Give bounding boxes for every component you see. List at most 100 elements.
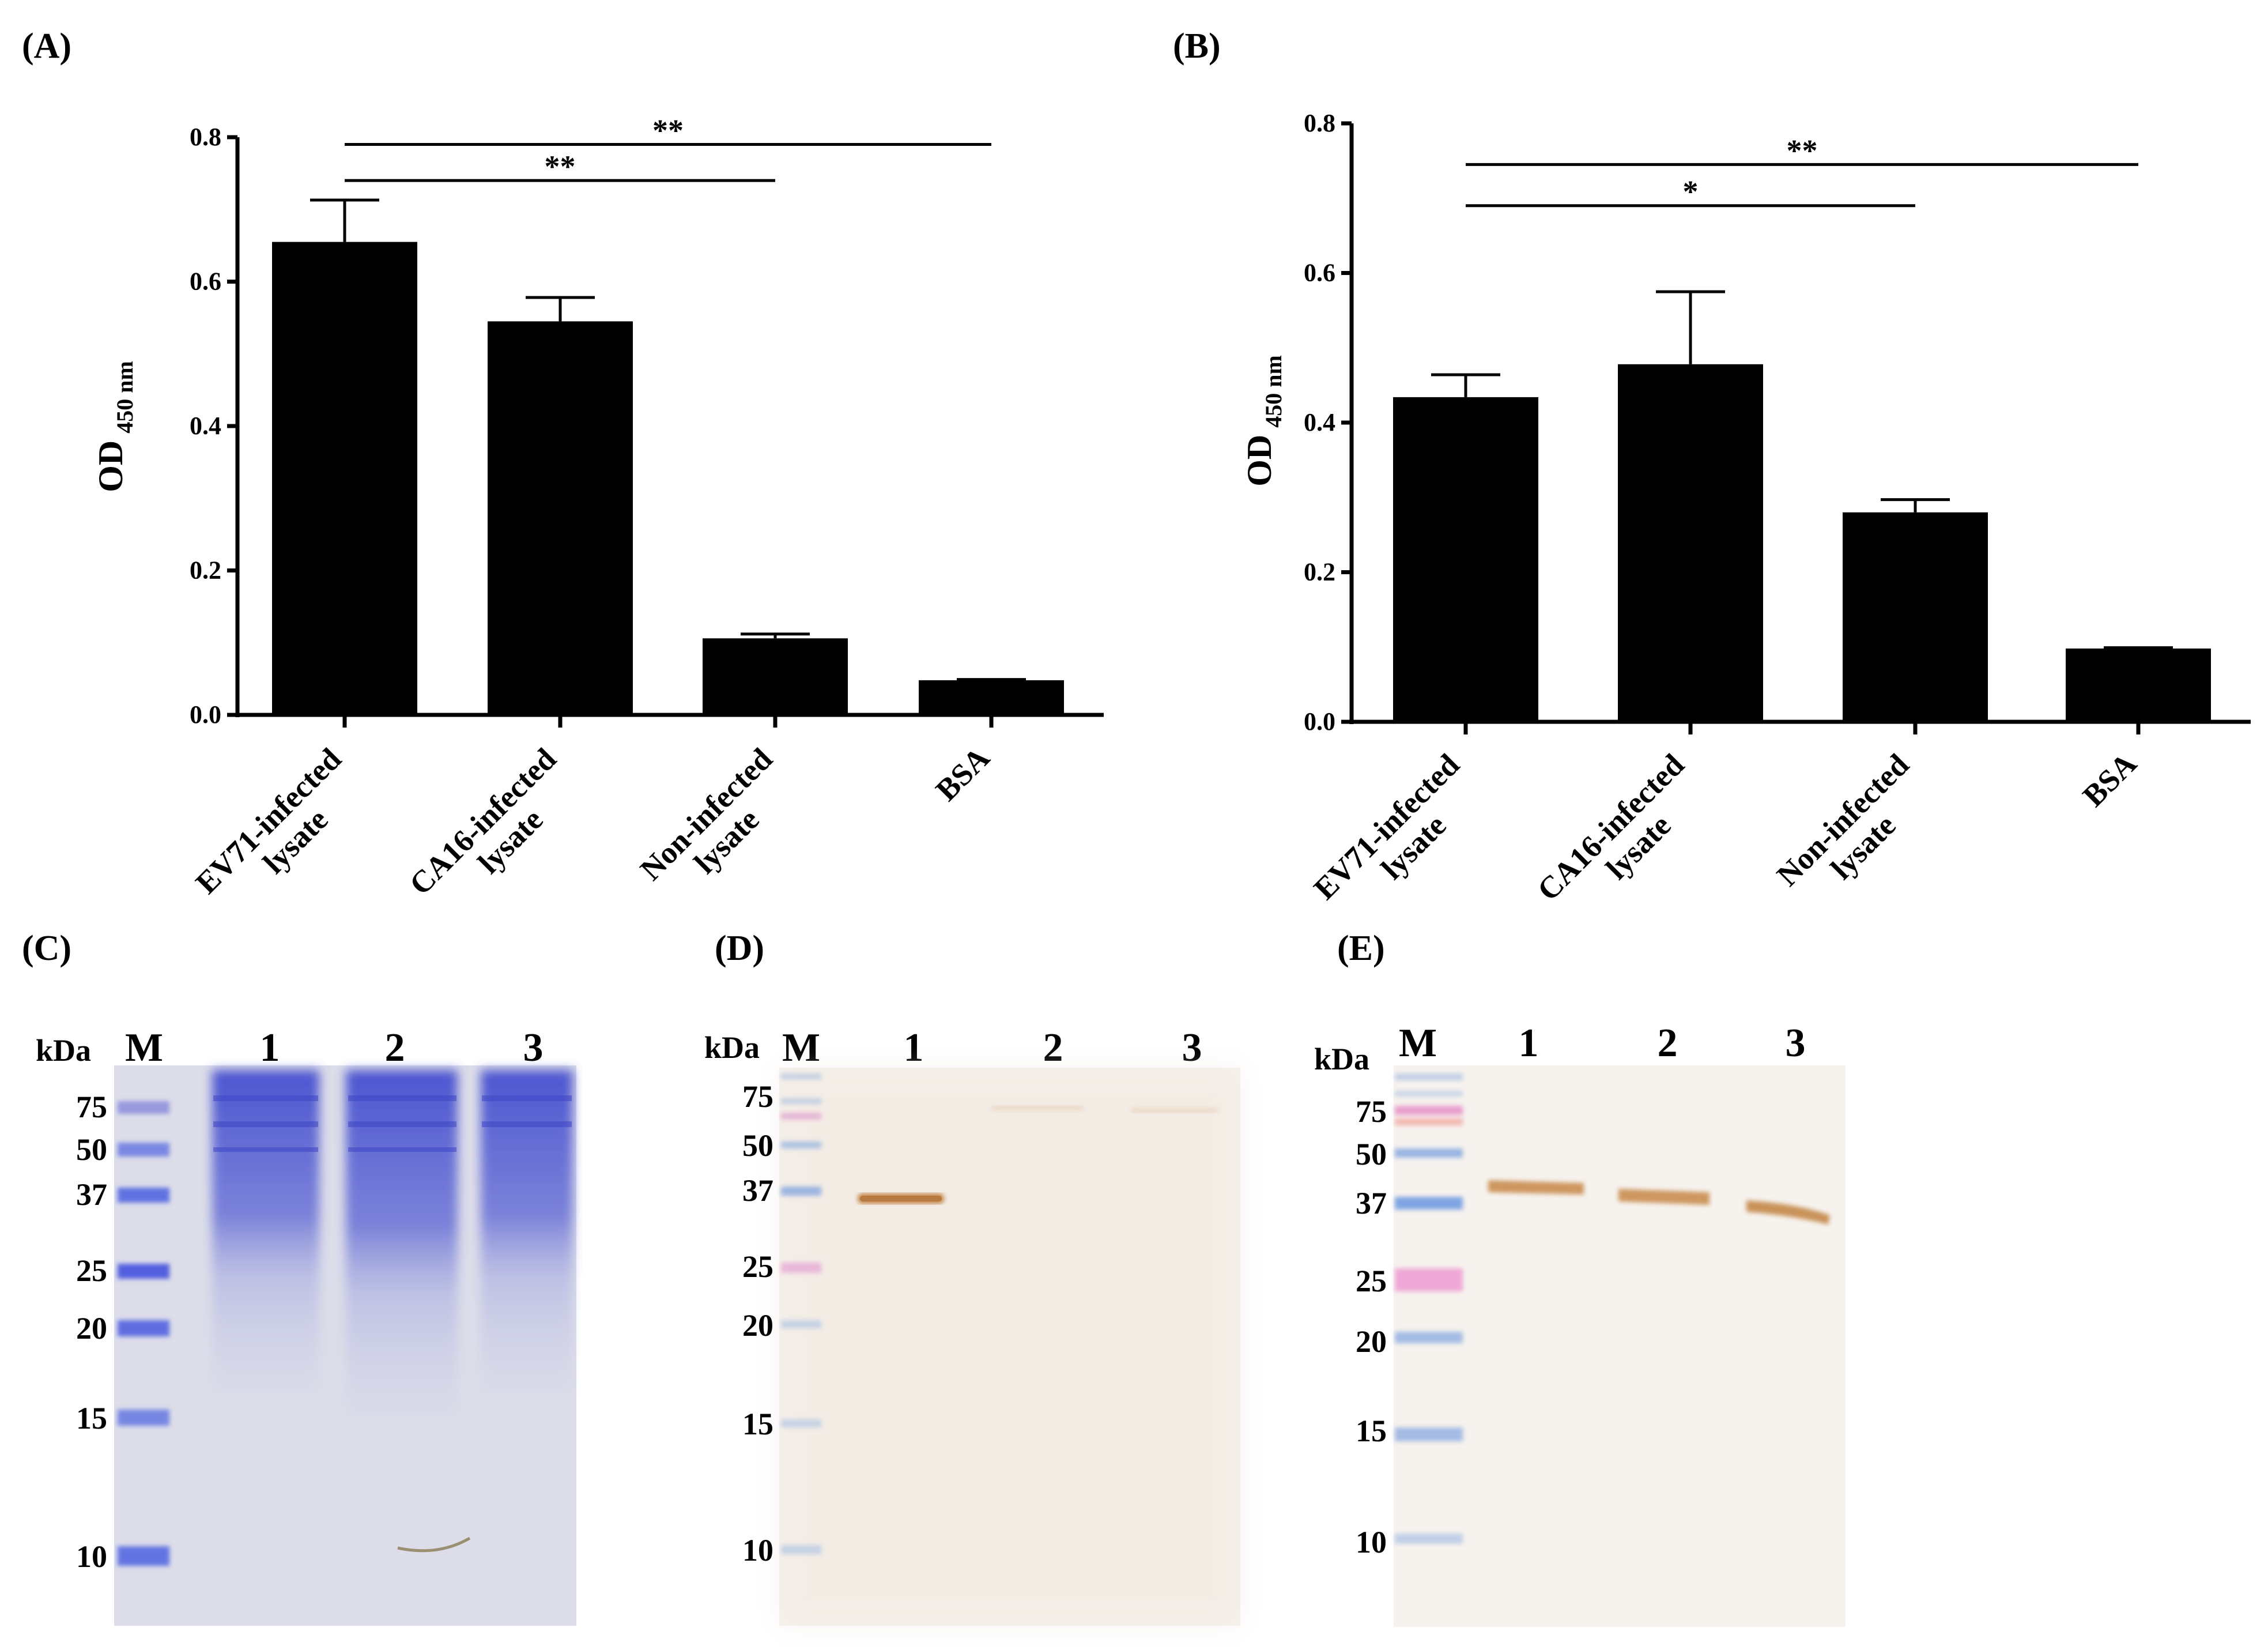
panel-e-marker-25: 25 [1356,1264,1387,1298]
panel-c-lane-3-smear [481,1070,573,1393]
panel-c-marker-20: 20 [76,1311,107,1346]
panel-b-significance-label-1: ** [1787,133,1818,168]
panel-b-significance-label-2: * [1683,175,1699,209]
panel-e-marker-20: 20 [1356,1324,1387,1359]
panel-e-ladder-lane [1395,1073,1463,1544]
panel-a-ytick-label-0.4: 0.4 [190,412,221,440]
panel-b-ytick-label-0.0: 0.0 [1304,707,1335,736]
panel-a-ytick-label-0.8: 0.8 [190,123,221,151]
panel-b-plot: 0.00.20.40.60.8 *** [1304,109,2251,736]
panel-d-lane-2-label: 2 [1043,1026,1063,1070]
panel-c-marker-50: 50 [76,1132,107,1167]
panel-b-ytick-label-0.4: 0.4 [1304,408,1335,436]
panel-e-protein-band-lane-1 [1488,1180,1584,1195]
panel-e-lane-3-label: 3 [1786,1021,1806,1065]
panel-c-marker-lane-label: M [125,1026,163,1070]
panel-c-sample-bands [213,1095,572,1152]
panel-d-marker-15: 15 [742,1407,773,1441]
panel-e-protein-band-lane-3 [1746,1200,1830,1225]
panel-d-label: (D) [715,929,764,968]
panel-d-marker-10: 10 [742,1533,773,1568]
svg-text:OD 450 nm: OD 450 nm [1240,355,1286,487]
panel-a-y-axis-title: OD 450 nm [92,361,138,492]
panel-d-marker-20: 20 [742,1308,773,1343]
panel-d-marker-37: 37 [742,1173,773,1208]
panel-c-label: (C) [22,929,71,968]
panel-d-lane-1-label: 1 [904,1026,924,1070]
panel-a: (A) OD 450 nm 0.0 0.2 0.4 0.6 0.8 ** ** EV71-… [22,27,1104,902]
panel-c: (C) kDa M 1 2 3 [22,929,576,1626]
panel-a-x-labels: EV71-infected lysate CA16-infected lysat… [189,740,997,902]
panel-c-marker-15: 15 [76,1401,107,1436]
panel-a-bar-4 [919,680,1064,715]
panel-d-marker-lane-label: M [782,1026,820,1070]
panel-a-plot: 0.0 0.2 0.4 0.6 0.8 ** ** [190,114,1104,729]
panel-e-unit-label: kDa [1314,1042,1369,1076]
panel-b-label: (B) [1173,27,1221,66]
panel-b-bar-1 [1393,397,1538,722]
panel-e-lane-2-label: 2 [1658,1021,1678,1065]
panel-d-lane-3-label: 3 [1182,1026,1202,1070]
panel-e-lane-1-label: 1 [1519,1021,1539,1065]
panel-a-bar-1 [272,242,417,715]
panel-e-protein-band-lane-2 [1618,1189,1710,1205]
panel-d: (D) kDa M 1 2 3 [704,929,1240,1626]
panel-e-blot-background [1394,1065,1846,1627]
panel-d-ladder-lane [781,1073,821,1554]
panel-d-unit-label: kDa [704,1030,760,1065]
panel-a-bar-2 [488,321,633,715]
panel-c-lane-1-label: 1 [260,1026,280,1070]
panel-c-lane-2-label: 2 [385,1026,405,1070]
panel-c-marker-75: 75 [76,1090,107,1124]
panel-d-marker-25: 25 [742,1249,773,1284]
panel-a-ylabel-sub: 450 nm [112,361,138,434]
panel-a-ylabel-main: OD [92,440,130,492]
panel-c-lane-2-smear [346,1070,458,1416]
panel-c-ladder-lane [118,1101,169,1566]
panel-e-marker-15: 15 [1356,1414,1387,1448]
panel-b-ylabel-main: OD [1240,435,1278,487]
panel-b-x-labels: EV71-infected lysate CA16-infected lysat… [1307,746,2144,907]
panel-b-ylabel-sub: 450 nm [1261,355,1286,428]
panel-c-gel-image [114,1065,576,1626]
panel-c-lane-1-smear [212,1070,319,1393]
panel-a-bar-3 [703,638,848,715]
panel-d-protein-band-lane-1 [858,1193,944,1204]
panel-a-significance-label-2: ** [545,149,576,184]
panel-c-marker-10: 10 [76,1539,107,1574]
panel-c-lane-3-label: 3 [523,1026,544,1070]
panel-c-gel-artifact [397,1536,471,1553]
panel-b-ytick-label-0.2: 0.2 [1304,558,1335,586]
panel-e: (E) kDa M 1 2 3 [1314,929,1846,1627]
panel-a-ytick-label-0.2: 0.2 [190,556,221,585]
panel-e-marker-lane-label: M [1399,1021,1437,1065]
panel-d-blot-image [779,1068,1240,1626]
panel-e-label: (E) [1337,929,1385,968]
panel-a-xlabel-bsa: BSA [929,740,997,808]
panel-c-marker-37: 37 [76,1177,107,1212]
panel-d-marker-75: 75 [742,1079,773,1114]
panel-c-unit-label: kDa [36,1033,91,1068]
panel-b-ytick-label-0.8: 0.8 [1304,109,1335,137]
panel-e-protein-bands [1488,1180,1830,1225]
panel-e-marker-50: 50 [1356,1137,1387,1171]
panel-a-ytick-label-0.6: 0.6 [190,268,221,296]
panel-d-marker-50: 50 [742,1128,773,1163]
panel-a-significance-label-1: ** [652,114,684,148]
panel-b-y-axis-title: OD 450 nm [1240,355,1286,487]
panel-b-bar-2 [1618,364,1763,722]
svg-text:OD 450 nm: OD 450 nm [92,361,138,492]
panel-b: (B) OD 450 nm 0.00.20.40.60.8 *** EV71-i… [1173,27,2251,907]
panel-b-bar-3 [1843,512,1988,722]
panel-d-faint-bands [991,1106,1217,1113]
panel-e-marker-37: 37 [1356,1186,1387,1220]
panel-e-blot-image [1394,1065,1846,1627]
panel-c-marker-25: 25 [76,1253,107,1288]
panel-a-ytick-label-0.0: 0.0 [190,700,221,729]
panel-b-bar-4 [2066,648,2211,722]
panel-e-marker-75: 75 [1356,1094,1387,1129]
panel-b-ytick-label-0.6: 0.6 [1304,259,1335,287]
panel-e-marker-10: 10 [1356,1525,1387,1559]
panel-b-xlabel-bsa: BSA [2076,746,2144,813]
